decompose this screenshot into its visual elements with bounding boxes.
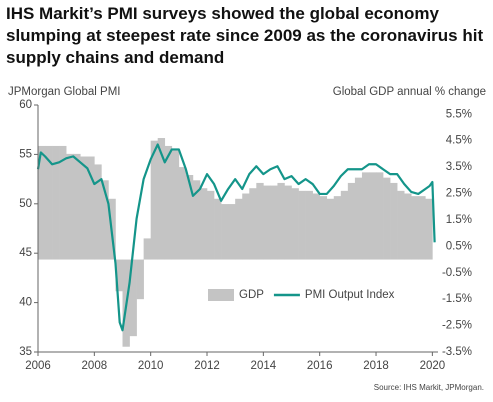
gdp-bar xyxy=(312,193,320,260)
gdp-bar xyxy=(178,167,187,260)
gdp-bar xyxy=(298,190,306,260)
legend-label: GDP xyxy=(239,289,264,301)
x-tick-label: 2020 xyxy=(420,360,446,372)
gdp-bar xyxy=(199,188,208,260)
gdp-bar xyxy=(150,140,159,260)
gdp-bar xyxy=(214,198,222,260)
y2-tick-label: 5.5% xyxy=(446,108,472,120)
legend-swatch xyxy=(208,289,234,301)
gdp-bar xyxy=(397,190,405,260)
gdp-bar xyxy=(129,259,137,337)
x-tick-label: 2018 xyxy=(363,360,389,372)
y2-tick-label: -3.5% xyxy=(442,346,472,358)
gdp-bar xyxy=(418,196,426,260)
pmi-line xyxy=(36,143,436,332)
gdp-bar xyxy=(319,196,328,260)
gdp-bar xyxy=(136,259,144,300)
gdp-bar xyxy=(45,145,53,260)
gdp-bar xyxy=(171,148,180,260)
x-tick-label: 2006 xyxy=(25,360,51,372)
gdp-bar xyxy=(277,182,285,260)
y-axis-label: JPMorgan Global PMI xyxy=(8,86,121,98)
source: Source: IHS Markit, JPMorgan. xyxy=(374,383,484,392)
gdp-bar xyxy=(115,259,123,292)
x-tick-label: 2010 xyxy=(138,360,164,372)
gdp-bar xyxy=(354,177,363,260)
gdp-bar xyxy=(101,180,109,260)
gdp-bar xyxy=(38,145,46,260)
gdp-bar xyxy=(383,177,391,260)
gdp-bar xyxy=(73,153,81,260)
gdp-bar xyxy=(368,172,377,260)
gdp-bar xyxy=(80,156,88,260)
gdp-bar xyxy=(333,196,342,260)
gdp-bar xyxy=(228,204,236,260)
gdp-bar xyxy=(411,196,419,260)
gdp-bar xyxy=(361,172,370,260)
gdp-bar xyxy=(404,193,412,260)
gdp-bar xyxy=(164,145,173,260)
gdp-bar xyxy=(66,153,74,260)
gdp-bar xyxy=(242,193,250,260)
gdp-bar xyxy=(235,198,243,260)
gdp-bar xyxy=(207,190,215,260)
x-tick-label: 2012 xyxy=(194,360,220,372)
y-tick-label: 60 xyxy=(19,99,32,111)
x-tick-label: 2016 xyxy=(307,360,333,372)
y2-tick-label: 2.5% xyxy=(446,188,472,200)
gdp-bar xyxy=(185,175,194,260)
gdp-bar xyxy=(291,188,299,260)
gdp-bar xyxy=(192,180,201,260)
gdp-bar xyxy=(305,190,313,260)
gdp-bar xyxy=(284,185,292,260)
y2-tick-label: -0.5% xyxy=(442,267,472,279)
y2-tick-label: 1.5% xyxy=(446,214,472,226)
y2-tick-label: 0.5% xyxy=(446,240,472,252)
y2-tick-label: -2.5% xyxy=(442,320,472,332)
gdp-bar xyxy=(390,182,398,260)
legend-label: PMI Output Index xyxy=(305,289,395,301)
y-tick-label: 35 xyxy=(19,346,32,358)
gdp-bar xyxy=(340,190,349,260)
gdp-bar xyxy=(249,188,257,260)
y2-axis-label: Global GDP annual % change xyxy=(333,86,486,98)
y2-tick-label: 4.5% xyxy=(446,135,472,147)
gdp-bar xyxy=(87,156,95,260)
x-tick-label: 2008 xyxy=(82,360,108,372)
y2-tick-label: -1.5% xyxy=(442,293,472,305)
gdp-bar xyxy=(263,185,271,260)
gdp-bar xyxy=(270,185,278,260)
y-tick-label: 40 xyxy=(19,297,32,309)
x-tick-label: 2014 xyxy=(251,360,277,372)
gdp-bar xyxy=(425,198,433,260)
gdp-bar xyxy=(52,145,60,260)
y2-tick-label: 3.5% xyxy=(446,161,472,173)
gdp-bar xyxy=(256,182,264,260)
gdp-bar xyxy=(157,138,166,260)
chart-title: IHS Markit’s PMI surveys showed the glob… xyxy=(6,4,484,67)
gdp-bar xyxy=(94,164,102,260)
y-tick-label: 55 xyxy=(19,148,32,160)
y-tick-label: 45 xyxy=(19,247,32,259)
gdp-bar xyxy=(347,182,356,260)
gdp-bar xyxy=(376,172,384,260)
gdp-bar xyxy=(143,238,151,260)
y-tick-label: 50 xyxy=(19,198,32,210)
gdp-bar xyxy=(59,145,67,260)
gdp-bar xyxy=(221,204,229,260)
gdp-bar xyxy=(326,198,335,260)
